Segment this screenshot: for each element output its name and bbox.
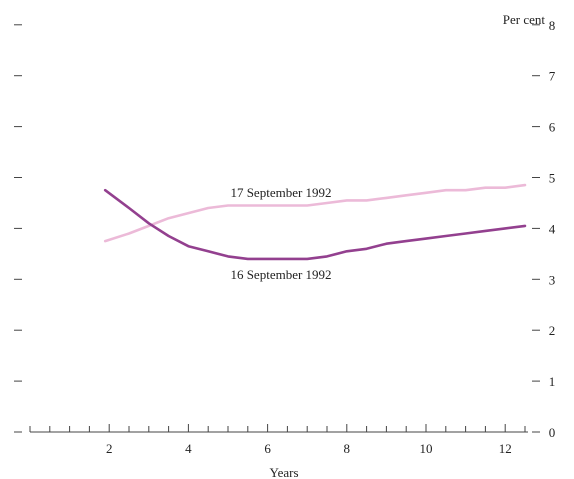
- x-tick-label: 4: [185, 441, 192, 456]
- x-tick-label: 2: [106, 441, 113, 456]
- right-tick-label: 5: [549, 171, 556, 186]
- series-labels: 17 September 1992 16 September 1992: [230, 185, 331, 282]
- y-axis-title: Per cent: [503, 12, 546, 27]
- x-tick-label: 10: [420, 441, 433, 456]
- right-tick-label: 4: [549, 221, 556, 236]
- x-tick-label: 6: [264, 441, 271, 456]
- right-tick-label: 2: [549, 323, 556, 338]
- right-tick-label: 0: [549, 425, 556, 440]
- series-label-0: 17 September 1992: [230, 185, 331, 200]
- right-tick-label: 3: [549, 272, 556, 287]
- right-tick-label: 6: [549, 120, 556, 135]
- x-axis: 2 4 6 8 10 12: [29, 424, 528, 456]
- right-tick-label: 1: [549, 374, 556, 389]
- series-line-0: [103, 183, 527, 243]
- right-tick-label: 8: [549, 18, 556, 33]
- x-tick-label: 8: [344, 441, 351, 456]
- x-tick-label: 12: [499, 441, 512, 456]
- right-tick-label: 7: [549, 69, 556, 84]
- right-axis: 0 1 2 3 4 5 6 7 8: [532, 18, 556, 440]
- series-line-1: [103, 188, 527, 261]
- series-lines: [103, 183, 527, 261]
- series-label-1: 16 September 1992: [230, 267, 331, 282]
- left-axis: [14, 24, 22, 433]
- x-axis-title: Years: [269, 465, 298, 479]
